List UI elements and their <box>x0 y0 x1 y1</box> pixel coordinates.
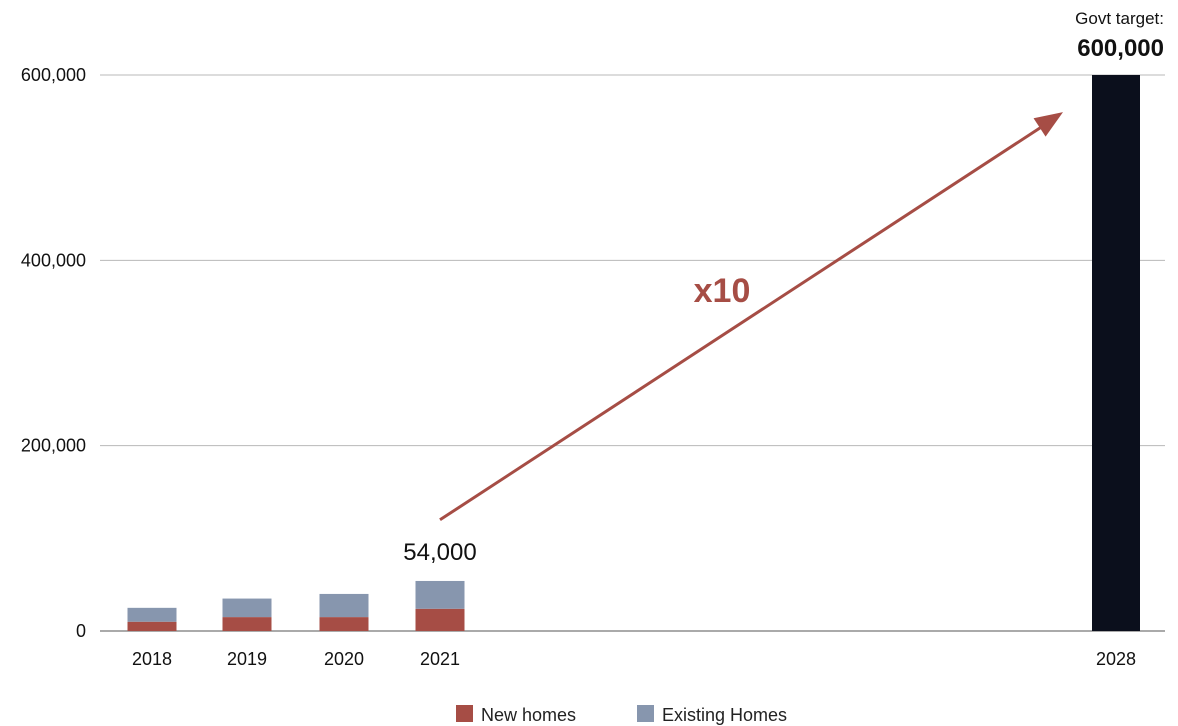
y-tick-label: 400,000 <box>21 250 86 270</box>
bar-existing-homes-2018 <box>127 607 177 622</box>
y-axis-ticks: 0 200,000 400,000 600,000 <box>21 65 86 641</box>
legend-swatch-new-homes <box>456 705 473 722</box>
bar-existing-homes-2019 <box>222 598 272 618</box>
x-tick-label-2020: 2020 <box>324 649 364 669</box>
annotations: 54,000 Govt target: 600,000 x10 <box>403 9 1164 566</box>
legend-label-existing-homes: Existing Homes <box>662 705 787 725</box>
govt-target-label: Govt target: <box>1075 9 1164 28</box>
bar-govt-target-2028 <box>1092 75 1140 631</box>
x-tick-label-2019: 2019 <box>227 649 267 669</box>
bar-new-homes-2019 <box>222 617 272 631</box>
y-tick-label: 0 <box>76 621 86 641</box>
legend-label-new-homes: New homes <box>481 705 576 725</box>
bar-existing-homes-2021 <box>415 580 465 609</box>
govt-target-value-label: 600,000 <box>1077 35 1164 62</box>
gridlines <box>100 74 1165 632</box>
growth-arrow-head <box>1033 112 1063 137</box>
bar-new-homes-2020 <box>319 617 369 631</box>
legend-swatch-existing-homes <box>637 705 654 722</box>
legend: New homes Existing Homes <box>456 705 787 725</box>
total-2021-label: 54,000 <box>403 539 476 566</box>
growth-arrow-line <box>439 120 1050 522</box>
bar-new-homes-2021 <box>415 608 465 631</box>
bar-existing-homes-2020 <box>319 593 369 618</box>
x-tick-label-2028: 2028 <box>1096 649 1136 669</box>
x-axis-ticks: 2018 2019 2020 2021 2028 <box>132 649 1136 669</box>
x-tick-label-2021: 2021 <box>420 649 460 669</box>
bar-new-homes-2018 <box>127 621 177 631</box>
bars <box>127 75 1140 631</box>
x-tick-label-2018: 2018 <box>132 649 172 669</box>
y-tick-label: 600,000 <box>21 65 86 85</box>
y-tick-label: 200,000 <box>21 436 86 456</box>
multiplier-label: x10 <box>694 272 751 310</box>
